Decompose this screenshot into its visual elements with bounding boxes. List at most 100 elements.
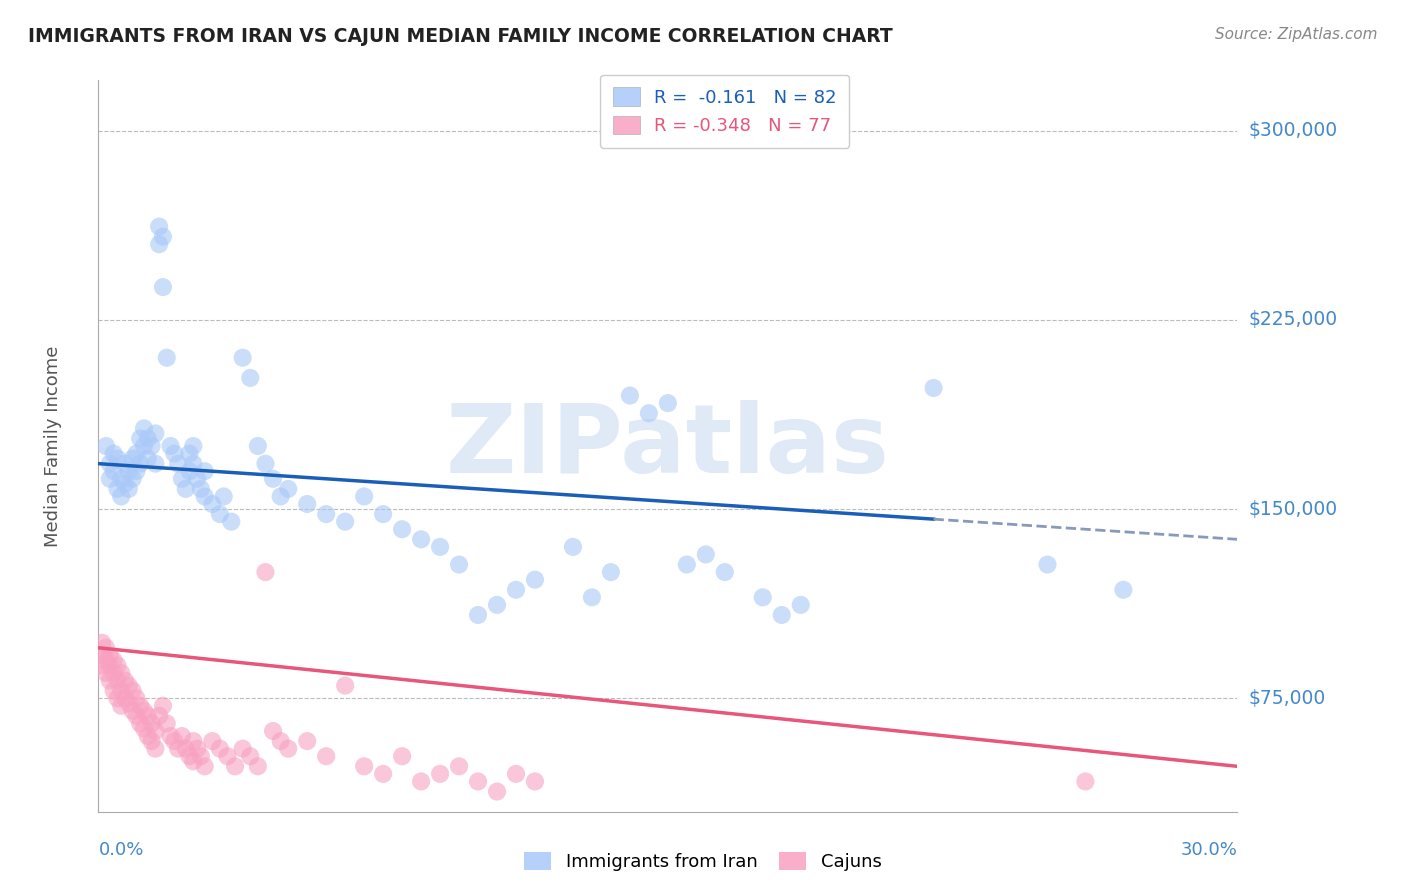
Point bbox=[638, 406, 661, 420]
Point bbox=[159, 439, 181, 453]
Point bbox=[148, 237, 170, 252]
Legend: Immigrants from Iran, Cajuns: Immigrants from Iran, Cajuns bbox=[517, 845, 889, 879]
Point bbox=[676, 558, 699, 572]
Point bbox=[315, 507, 337, 521]
Point bbox=[114, 691, 136, 706]
Text: ZIPatlas: ZIPatlas bbox=[446, 400, 890, 492]
Text: 30.0%: 30.0% bbox=[1181, 841, 1237, 859]
Text: $225,000: $225,000 bbox=[1249, 310, 1337, 329]
Point bbox=[94, 653, 117, 667]
Point bbox=[194, 464, 217, 478]
Point bbox=[125, 691, 148, 706]
Point bbox=[167, 457, 190, 471]
Point bbox=[262, 472, 284, 486]
Point bbox=[224, 759, 246, 773]
Point bbox=[114, 476, 136, 491]
Point bbox=[98, 658, 121, 673]
Point bbox=[449, 759, 471, 773]
Point bbox=[136, 729, 159, 743]
Point bbox=[125, 709, 148, 723]
Point bbox=[201, 734, 224, 748]
Point bbox=[486, 784, 509, 798]
Point bbox=[790, 598, 813, 612]
Point bbox=[152, 229, 174, 244]
Point bbox=[194, 490, 217, 504]
Point bbox=[239, 371, 262, 385]
Point bbox=[1036, 558, 1059, 572]
Point bbox=[467, 774, 489, 789]
Point bbox=[136, 709, 159, 723]
Point bbox=[136, 451, 159, 466]
Point bbox=[262, 724, 284, 739]
Point bbox=[118, 679, 141, 693]
Point bbox=[217, 749, 239, 764]
Point bbox=[98, 472, 121, 486]
Point bbox=[297, 734, 319, 748]
Point bbox=[103, 446, 125, 460]
Point bbox=[107, 673, 129, 688]
Point bbox=[121, 704, 143, 718]
Point bbox=[1074, 774, 1097, 789]
Point bbox=[125, 464, 148, 478]
Point bbox=[145, 741, 167, 756]
Point bbox=[145, 724, 167, 739]
Point bbox=[163, 734, 186, 748]
Point bbox=[156, 351, 179, 365]
Point bbox=[524, 774, 547, 789]
Point bbox=[170, 472, 193, 486]
Point bbox=[129, 457, 152, 471]
Point bbox=[141, 439, 163, 453]
Text: 0.0%: 0.0% bbox=[98, 841, 143, 859]
Point bbox=[129, 716, 152, 731]
Point bbox=[110, 698, 132, 713]
Point bbox=[174, 741, 197, 756]
Point bbox=[411, 533, 433, 547]
Point bbox=[190, 749, 212, 764]
Point bbox=[315, 749, 337, 764]
Point bbox=[103, 464, 125, 478]
Point bbox=[148, 219, 170, 234]
Text: $75,000: $75,000 bbox=[1249, 689, 1326, 707]
Point bbox=[201, 497, 224, 511]
Point bbox=[103, 665, 125, 680]
Point bbox=[714, 565, 737, 579]
Point bbox=[524, 573, 547, 587]
Point bbox=[94, 640, 117, 655]
Point bbox=[179, 749, 201, 764]
Point bbox=[391, 522, 413, 536]
Point bbox=[125, 446, 148, 460]
Point bbox=[183, 439, 205, 453]
Text: $300,000: $300,000 bbox=[1249, 121, 1337, 140]
Point bbox=[110, 490, 132, 504]
Point bbox=[562, 540, 585, 554]
Text: $150,000: $150,000 bbox=[1249, 500, 1337, 518]
Point bbox=[94, 439, 117, 453]
Point bbox=[174, 482, 197, 496]
Text: Source: ZipAtlas.com: Source: ZipAtlas.com bbox=[1215, 27, 1378, 42]
Point bbox=[505, 582, 527, 597]
Point bbox=[254, 565, 277, 579]
Point bbox=[107, 658, 129, 673]
Point bbox=[335, 515, 357, 529]
Point bbox=[600, 565, 623, 579]
Point bbox=[752, 591, 775, 605]
Point bbox=[208, 507, 231, 521]
Point bbox=[770, 607, 793, 622]
Point bbox=[145, 457, 167, 471]
Point bbox=[183, 754, 205, 768]
Point bbox=[212, 490, 235, 504]
Point bbox=[657, 396, 679, 410]
Point bbox=[429, 540, 451, 554]
Point bbox=[254, 457, 277, 471]
Point bbox=[194, 759, 217, 773]
Point bbox=[141, 716, 163, 731]
Point bbox=[91, 658, 114, 673]
Point bbox=[136, 432, 159, 446]
Point bbox=[107, 451, 129, 466]
Point bbox=[114, 457, 136, 471]
Point bbox=[107, 482, 129, 496]
Point bbox=[91, 648, 114, 663]
Point bbox=[232, 351, 254, 365]
Point bbox=[132, 722, 155, 736]
Point bbox=[98, 648, 121, 663]
